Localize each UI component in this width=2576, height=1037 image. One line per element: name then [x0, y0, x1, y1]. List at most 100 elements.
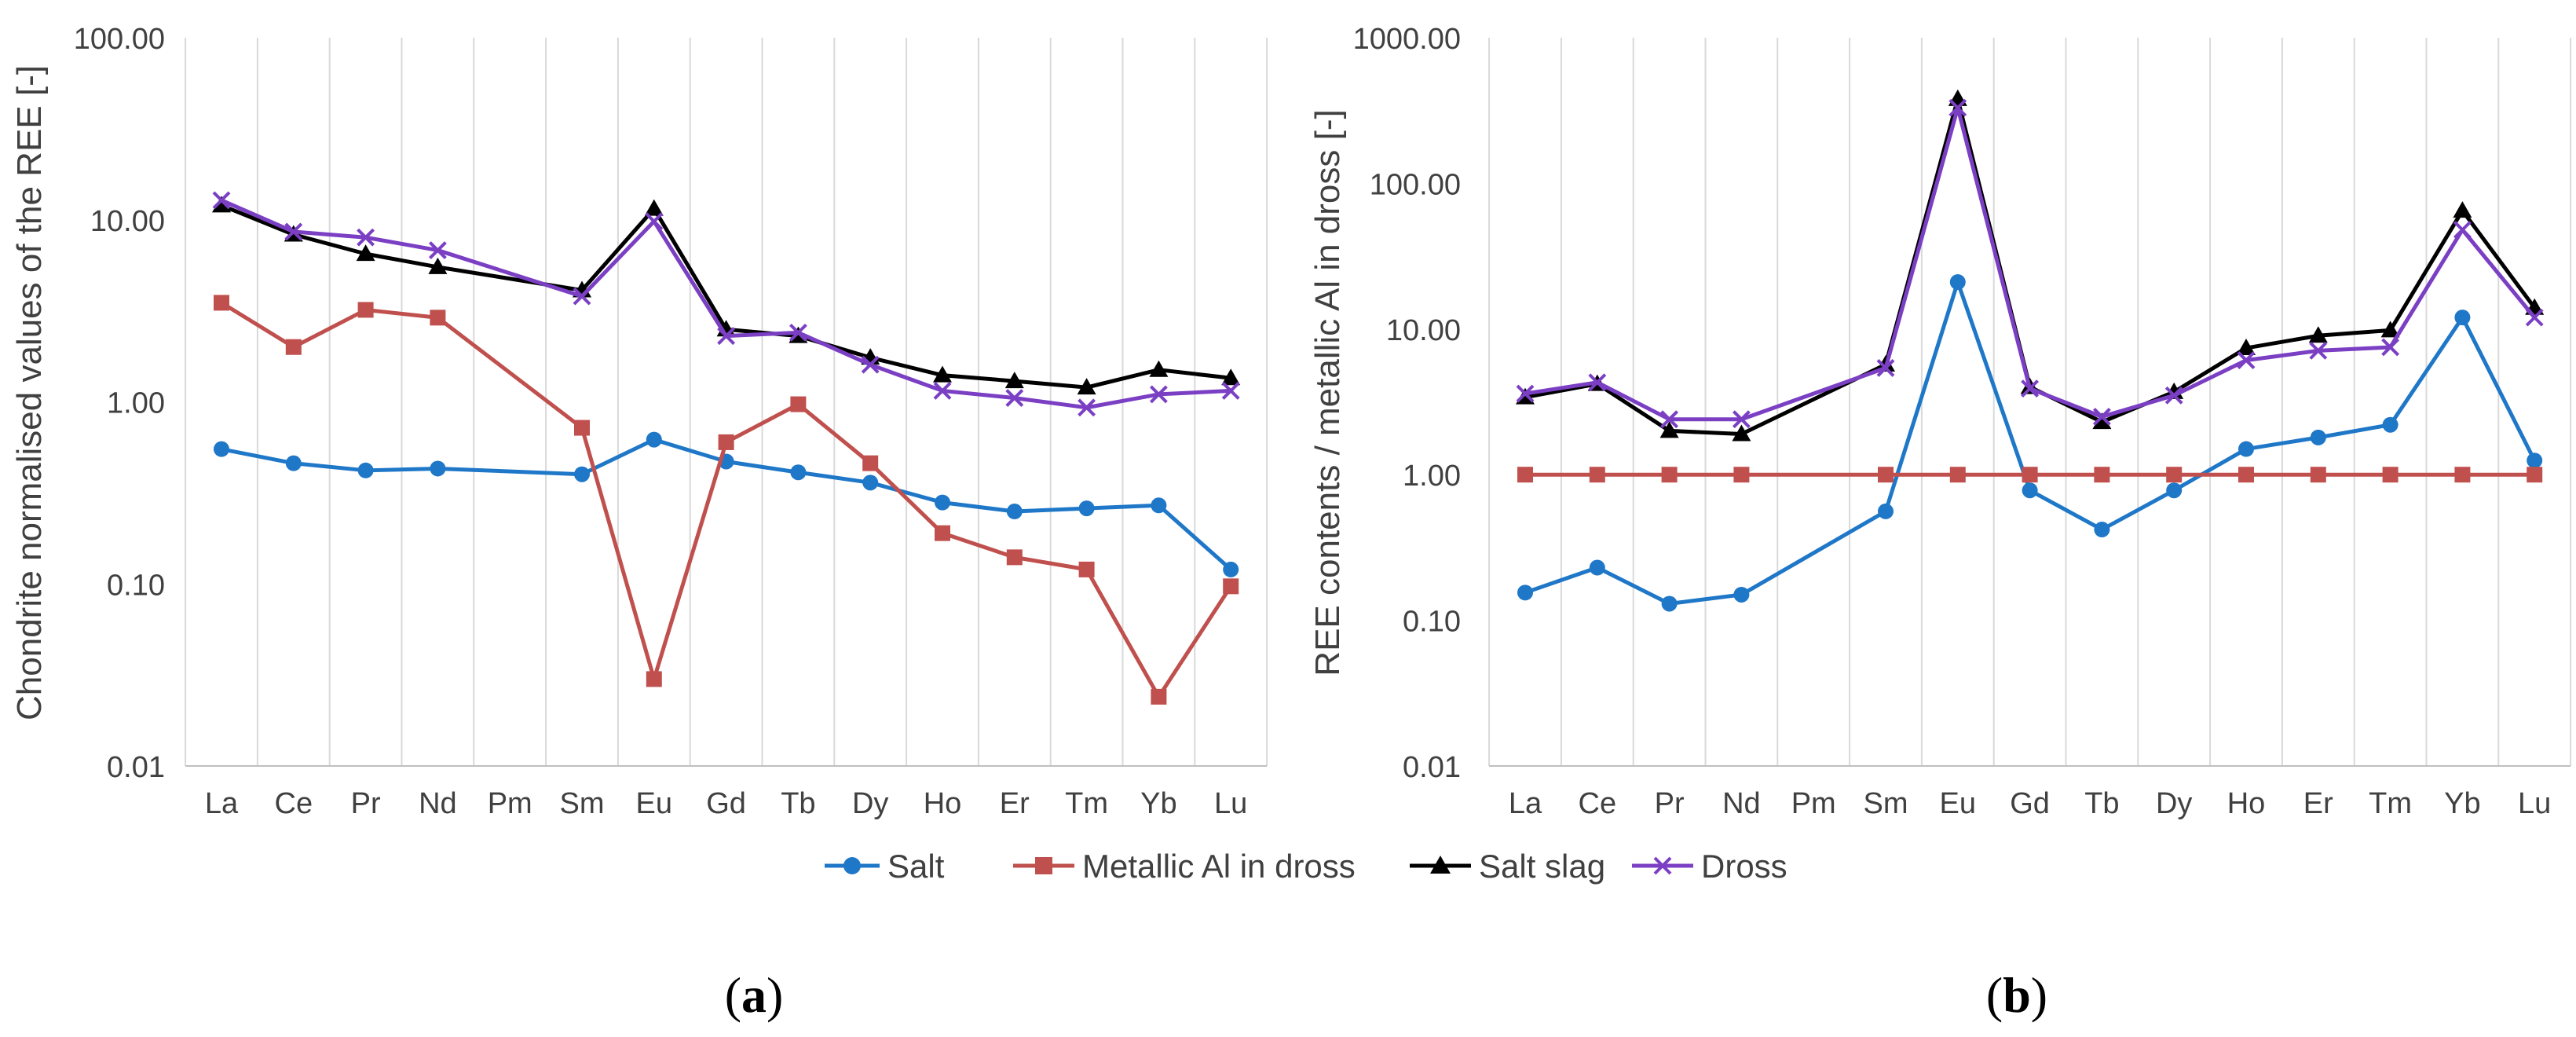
data-point-metallic_al	[2022, 467, 2038, 483]
data-point-metallic_al	[1223, 578, 1239, 595]
data-point-metallic_al	[1006, 549, 1023, 566]
series-group-a	[212, 191, 1241, 705]
x-tick-label: Ce	[1579, 787, 1617, 820]
data-point-dross	[2021, 379, 2040, 398]
data-point-dross	[789, 323, 807, 342]
data-point-salt	[2022, 482, 2038, 499]
data-point-salt	[1733, 586, 1750, 603]
x-tick-labels-a: La Ce Pr Nd Pm Sm Eu Gd Tb Dy Ho Er Tm Yb Lu	[205, 787, 1247, 820]
x-tick-label: Dy	[852, 787, 888, 820]
panel-label-b: (b)	[1986, 967, 2047, 1023]
data-point-salt	[1661, 595, 1678, 612]
data-point-dross	[573, 287, 591, 306]
data-point-salt_slag	[2092, 412, 2112, 430]
data-point-metallic_al	[2238, 467, 2254, 483]
data-point-salt	[214, 441, 229, 457]
data-point-salt	[1078, 500, 1095, 517]
legend-circle-marker	[843, 857, 861, 874]
x-tick-label: Yb	[1140, 787, 1176, 820]
y-tick-label: 0.10	[107, 569, 165, 602]
data-point-salt	[357, 462, 374, 478]
data-point-salt	[2454, 310, 2471, 326]
data-point-dross	[212, 191, 231, 210]
data-point-salt_slag	[2308, 326, 2328, 343]
data-point-metallic_al	[2527, 467, 2543, 483]
data-point-salt_slag	[212, 196, 231, 213]
data-point-metallic_al	[718, 434, 734, 450]
data-point-salt	[862, 475, 879, 491]
data-point-dross	[2525, 308, 2544, 327]
data-point-salt	[1589, 559, 1605, 576]
legend-item-salt: Salt	[825, 848, 945, 885]
data-point-metallic_al	[790, 396, 807, 412]
data-point-metallic_al	[2166, 467, 2183, 483]
data-point-salt	[1223, 561, 1239, 577]
y-axis-title-a: Chondrite normalised values of the REE […	[10, 65, 49, 720]
series-line-dross	[221, 198, 1231, 410]
data-point-dross	[2381, 338, 2400, 357]
x-tick-label: Dy	[2156, 787, 2192, 820]
data-point-dross	[1516, 384, 1535, 403]
panel-label-a: (a)	[725, 967, 784, 1023]
data-point-metallic_al	[1078, 561, 1095, 577]
data-point-dross	[1732, 410, 1751, 429]
data-point-dross	[1876, 358, 1895, 377]
data-point-dross	[2237, 351, 2256, 370]
data-point-dross	[1078, 398, 1096, 417]
data-point-salt_slag	[933, 365, 952, 383]
legend-square-marker	[1035, 857, 1052, 874]
legend-label: Salt	[887, 848, 945, 885]
x-tick-label: Gd	[706, 787, 746, 820]
data-point-metallic_al	[574, 420, 590, 436]
data-point-dross	[717, 327, 736, 346]
data-point-salt	[1151, 497, 1167, 514]
data-point-salt	[430, 460, 446, 477]
y-axis-title-b: REE contents / metallic Al in dross [-]	[1308, 109, 1347, 676]
data-point-salt	[2382, 416, 2399, 433]
data-point-dross	[1948, 98, 1967, 117]
data-point-dross	[2453, 221, 2472, 239]
data-point-salt_slag	[2237, 339, 2256, 356]
data-point-salt_slag	[428, 257, 448, 274]
data-point-dross	[933, 382, 952, 400]
y-tick-label: 1.00	[107, 387, 165, 420]
x-tick-label: La	[205, 787, 239, 820]
data-point-salt	[935, 494, 950, 511]
x-tick-label: Tb	[781, 787, 815, 820]
legend-item-salt-slag: Salt slag	[1410, 848, 1605, 885]
legend-item-metallic-al: Metallic Al in dross	[1013, 848, 1356, 885]
y-tick-label: 100.00	[74, 23, 165, 56]
data-point-dross	[861, 355, 880, 374]
data-point-salt_slag	[2380, 321, 2400, 338]
data-point-salt	[1006, 504, 1023, 520]
x-tick-label: La	[1509, 787, 1542, 820]
legend: Salt Metallic Al in dross Salt slag Dros…	[825, 848, 1787, 885]
x-tick-label: Nd	[419, 787, 457, 820]
data-point-dross	[357, 228, 375, 247]
x-tick-label: Sm	[560, 787, 605, 820]
data-point-salt	[285, 455, 302, 471]
x-tick-label: Eu	[1940, 787, 1976, 820]
x-tick-label: Er	[1000, 787, 1030, 820]
legend-x-marker	[1653, 856, 1672, 875]
data-point-metallic_al	[357, 302, 374, 318]
data-point-metallic_al	[1878, 467, 1894, 483]
data-point-salt_slag	[1659, 421, 1679, 438]
x-tick-label: Yb	[2444, 787, 2480, 820]
data-point-salt_slag	[356, 244, 375, 262]
x-tick-label: Pm	[1791, 787, 1836, 820]
legend-item-dross: Dross	[1632, 848, 1787, 885]
data-point-dross	[284, 222, 303, 241]
x-tick-label: Ce	[275, 787, 313, 820]
gridlines-b	[1488, 38, 2572, 767]
data-point-metallic_al	[1661, 467, 1678, 483]
x-tick-label: Tm	[1065, 787, 1108, 820]
x-tick-label: Er	[2303, 787, 2333, 820]
data-point-metallic_al	[2094, 467, 2110, 483]
data-point-dross	[2309, 341, 2328, 360]
data-point-salt_slag	[1221, 368, 1241, 386]
data-point-salt	[790, 464, 807, 481]
x-tick-label: Gd	[2010, 787, 2050, 820]
data-point-dross	[2092, 408, 2111, 426]
